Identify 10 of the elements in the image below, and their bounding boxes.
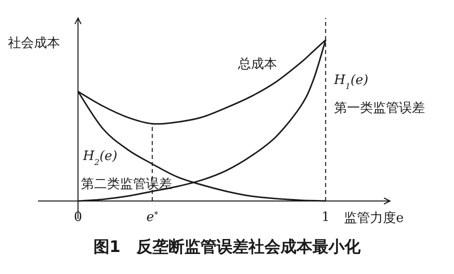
x-axis-title: 监管力度e — [344, 210, 404, 226]
annotation: 总成本 — [237, 57, 277, 72]
annotation: H$_{1}$(e) — [333, 73, 368, 90]
text: 图1 反垄断监管误差社会成本最小化 — [93, 237, 362, 256]
x-tick-label: 0 — [74, 210, 82, 225]
annotation: H$_{2}$(e) — [82, 149, 118, 166]
y-axis-title: 社会成本 — [8, 36, 60, 51]
annotation: 第一类监管误差 — [334, 101, 425, 116]
x-tick-label: 1 — [321, 210, 330, 225]
x-tick-label: e$^{*}$ — [146, 210, 158, 225]
